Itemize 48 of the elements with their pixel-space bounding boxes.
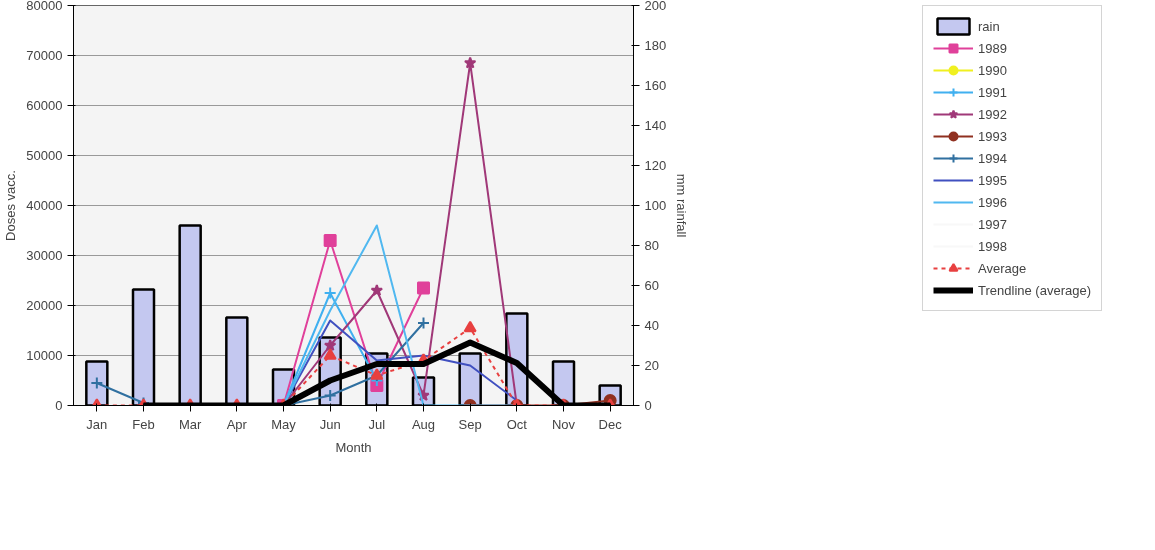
y2-tick-label: 180 — [644, 38, 667, 53]
y-tick-label: 30000 — [26, 248, 63, 263]
x-tick-label: Apr — [226, 416, 248, 432]
legend-label: 1991 — [978, 84, 1007, 100]
y2-tick-label: 100 — [644, 198, 667, 213]
y2-tick-label: 60 — [644, 278, 659, 293]
y2-tick-label: 120 — [644, 158, 667, 173]
y2-tick-label: 80 — [644, 238, 659, 253]
y-tick-label: 40000 — [26, 198, 63, 213]
x-tick-label: Mar — [178, 416, 203, 432]
legend-label: 1995 — [978, 172, 1007, 188]
y-tick-label: 60000 — [26, 98, 63, 113]
y-axis-title: Doses vacc. — [3, 170, 19, 241]
x-tick-label: Aug — [411, 416, 436, 432]
x-tick-label: Jun — [319, 416, 341, 432]
y-tick-label: 20000 — [26, 298, 63, 313]
legend-label: 1996 — [978, 194, 1007, 210]
y-tick-label: 0 — [55, 398, 63, 413]
x-axis-title: Month — [335, 439, 372, 455]
legend-label: 1994 — [978, 150, 1007, 166]
y-tick-label: 10000 — [26, 348, 63, 363]
x-tick-label: Oct — [506, 416, 528, 432]
y2-tick-label: 140 — [644, 118, 667, 133]
legend-label: 1993 — [978, 128, 1007, 144]
y2-tick-label: 0 — [644, 398, 652, 413]
y2-tick-label: 200 — [644, 0, 667, 13]
x-tick-label: Sep — [458, 416, 482, 432]
x-tick-label: Jul — [368, 416, 386, 432]
x-tick-label: Dec — [598, 416, 623, 432]
legend-label: 1989 — [978, 40, 1007, 56]
y2-tick-label: 40 — [644, 318, 659, 333]
x-tick-label: May — [271, 416, 297, 432]
y-tick-label: 50000 — [26, 148, 63, 163]
x-tick-label: Feb — [132, 416, 155, 432]
legend-label: 1997 — [978, 216, 1007, 232]
x-tick-label: Nov — [551, 416, 576, 432]
y2-axis-title: mm rainfall — [674, 173, 690, 238]
legend-label: 1990 — [978, 62, 1007, 78]
y2-tick-label: 20 — [644, 358, 659, 373]
y-tick-label: 70000 — [26, 48, 63, 63]
y-tick-label: 80000 — [26, 0, 63, 13]
y2-tick-label: 160 — [644, 78, 667, 93]
legend-label: rain — [978, 18, 1000, 34]
legend-label: Trendline (average) — [978, 282, 1091, 298]
legend-label: Average — [978, 260, 1027, 276]
legend-label: 1998 — [978, 238, 1007, 254]
x-tick-label: Jan — [86, 416, 108, 432]
legend-label: 1992 — [978, 106, 1007, 122]
